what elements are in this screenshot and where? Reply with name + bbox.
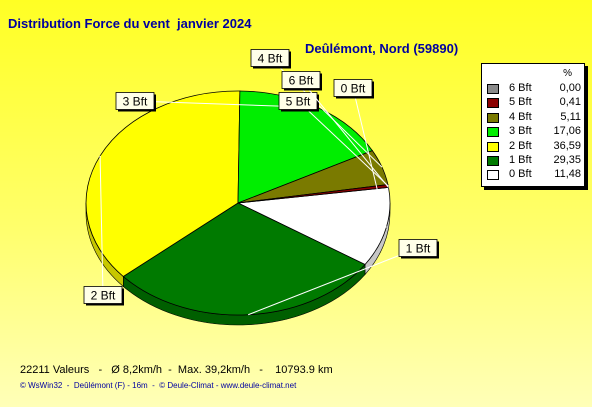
slice-labels: 0 Bft 1 Bft 2 Bft 3 Bft 4 Bft 5 Bft 6 Bft (83, 49, 439, 316)
legend-label: 6 Bft (509, 82, 532, 94)
legend-row-5-bft: 5 Bft 0,41 (487, 96, 581, 109)
legend-row-3-bft: 3 Bft 17,06 (487, 125, 581, 138)
footer-credits: © WsWin32 - Deûlémont (F) - 16m - © Deul… (20, 381, 297, 390)
legend-value: 0,41 (559, 96, 581, 109)
legend-label: 3 Bft (509, 125, 532, 138)
legend-swatch (487, 112, 499, 123)
chart-title: Distribution Force du vent janvier 2024 (8, 16, 252, 31)
legend-value: 0,00 (559, 82, 581, 94)
legend-swatch (487, 170, 499, 181)
legend-header: % (563, 68, 572, 79)
slice-label-leader (300, 79, 389, 188)
slice-label-box (250, 49, 290, 67)
slice-label-6-bft: 6 Bft (289, 74, 314, 88)
chart-subtitle: Deûlémont, Nord (59890) (305, 41, 459, 56)
slice-label-4-bft: 4 Bft (258, 52, 283, 66)
slice-label-box (83, 286, 123, 304)
legend-label: 4 Bft (509, 110, 532, 123)
legend-label: 2 Bft (509, 139, 532, 152)
slice-label-leader (297, 100, 389, 187)
legend: % 6 Bft 0,00 5 Bft 0,41 4 Bft 5,11 3 Bft 17,06 2… (481, 63, 585, 187)
legend-value: 5,11 (560, 110, 581, 123)
slice-label-leader (248, 247, 419, 316)
slice-label-1-bft: 1 Bft (406, 242, 431, 256)
legend-value: 36,59 (553, 139, 581, 152)
slice-label-box (278, 92, 318, 110)
legend-label: 1 Bft (509, 154, 532, 166)
legend-row-2-bft: 2 Bft 36,59 (487, 140, 581, 153)
legend-swatch (487, 84, 499, 94)
slice-label-leader (99, 155, 104, 296)
legend-value: 11,48 (554, 168, 581, 181)
slice-label-leader (352, 87, 387, 228)
legend-label: 0 Bft (509, 168, 532, 181)
slice-label-box (281, 71, 321, 89)
legend-value: 29,35 (553, 154, 581, 166)
pie-slices (85, 90, 391, 316)
legend-row-4-bft: 4 Bft 5,11 (487, 111, 581, 124)
legend-swatch (487, 98, 499, 109)
legend-row-6-bft: 6 Bft 0,00 (487, 82, 581, 95)
slice-label-box (333, 79, 373, 97)
legend-swatch (487, 141, 499, 152)
slice-label-0-bft: 0 Bft (341, 82, 366, 96)
legend-swatch (487, 156, 499, 166)
legend-row-1-bft: 1 Bft 29,35 (487, 154, 581, 167)
legend-swatch (487, 127, 499, 138)
legend-label: 5 Bft (509, 96, 532, 109)
slice-label-box (115, 92, 155, 110)
slice-label-2-bft: 2 Bft (91, 289, 116, 303)
slice-label-box (398, 239, 438, 257)
slice-label-5-bft: 5 Bft (286, 95, 311, 109)
slice-label-3-bft: 3 Bft (123, 95, 148, 109)
legend-value: 17,06 (553, 125, 581, 138)
footer-stats: 22211 Valeurs - Ø 8,2km/h - Max. 39,2km/… (20, 364, 333, 376)
legend-row-0-bft: 0 Bft 11,48 (487, 168, 581, 181)
